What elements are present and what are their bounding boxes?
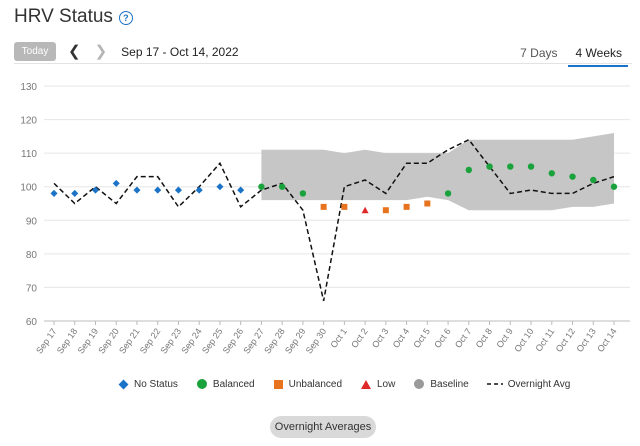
no-status-point bbox=[71, 189, 79, 197]
legend-unbalanced: Unbalanced bbox=[273, 379, 342, 390]
x-tick-label: Sep 20 bbox=[96, 326, 121, 355]
overnight-avg-line bbox=[53, 138, 615, 302]
balanced-point bbox=[507, 163, 514, 170]
legend-label: Overnight Avg bbox=[507, 378, 571, 390]
x-tick-label: Sep 17 bbox=[34, 326, 59, 355]
no-status-point bbox=[174, 186, 182, 194]
square-icon bbox=[273, 379, 283, 389]
legend-label: Baseline bbox=[430, 378, 469, 390]
x-tick-label: Oct 9 bbox=[494, 326, 515, 349]
unbalanced-point bbox=[341, 203, 348, 210]
y-tick-label: 60 bbox=[26, 317, 38, 328]
circle-icon bbox=[414, 379, 425, 389]
x-tick-label: Oct 13 bbox=[574, 326, 597, 353]
balanced-point bbox=[465, 166, 473, 174]
unbalanced-point bbox=[382, 207, 389, 214]
x-tick-label: Sep 21 bbox=[117, 326, 142, 355]
circle-icon bbox=[196, 379, 207, 389]
unbalanced-point bbox=[424, 200, 431, 207]
low-point bbox=[361, 206, 369, 214]
legend-balanced: Balanced bbox=[196, 378, 255, 390]
balanced-point bbox=[444, 190, 452, 197]
chevron-right-icon[interactable]: ❯ bbox=[94, 43, 108, 60]
x-tick-label: Oct 5 bbox=[411, 326, 432, 349]
diamond-icon bbox=[118, 379, 129, 389]
range-tabs: 7 Days 4 Weeks bbox=[494, 46, 628, 67]
legend-label: No Status bbox=[134, 378, 178, 390]
x-tick-label: Sep 26 bbox=[221, 326, 246, 355]
legend-low: Low bbox=[360, 379, 395, 390]
x-tick-label: Oct 8 bbox=[474, 326, 495, 349]
y-tick-label: 70 bbox=[26, 283, 38, 294]
no-status-point bbox=[112, 179, 120, 187]
balanced-point bbox=[486, 163, 493, 170]
x-tick-label: Oct 11 bbox=[533, 326, 556, 353]
x-tick-label: Sep 25 bbox=[200, 326, 225, 355]
legend-label: Low bbox=[377, 378, 396, 390]
balanced-point bbox=[278, 183, 286, 190]
no-status-point bbox=[195, 186, 203, 194]
y-tick-label: 130 bbox=[20, 82, 37, 93]
x-tick-label: Sep 19 bbox=[76, 326, 101, 355]
x-tick-label: Oct 12 bbox=[554, 326, 577, 353]
balanced-point bbox=[590, 176, 597, 184]
title-row: HRV Status ? bbox=[14, 6, 133, 28]
x-tick-label: Oct 14 bbox=[595, 326, 618, 353]
balanced-point bbox=[299, 190, 307, 197]
x-tick-label: Oct 7 bbox=[453, 326, 474, 349]
balanced-point bbox=[258, 183, 265, 190]
balanced-point bbox=[610, 183, 618, 190]
x-tick-label: Oct 1 bbox=[328, 326, 349, 349]
legend-label: Balanced bbox=[212, 378, 255, 390]
x-tick-label: Oct 3 bbox=[370, 326, 391, 349]
balanced-point bbox=[527, 163, 535, 170]
no-status-point bbox=[50, 189, 58, 197]
overnight-averages-button[interactable]: Overnight Averages bbox=[270, 416, 376, 438]
no-status-point bbox=[237, 186, 245, 194]
help-icon[interactable]: ? bbox=[118, 11, 133, 25]
dashed-line-icon bbox=[486, 383, 503, 385]
legend-no-status: No Status bbox=[118, 379, 178, 390]
x-tick-label: Sep 22 bbox=[138, 326, 163, 355]
y-tick-label: 120 bbox=[20, 116, 37, 127]
unbalanced-point bbox=[403, 203, 410, 210]
x-tick-label: Sep 30 bbox=[304, 326, 329, 355]
x-tick-label: Sep 23 bbox=[159, 326, 184, 355]
balanced-point bbox=[548, 170, 555, 177]
x-tick-label: Sep 29 bbox=[283, 326, 308, 355]
y-tick-label: 90 bbox=[26, 216, 38, 227]
no-status-point bbox=[91, 186, 100, 194]
y-tick-label: 100 bbox=[20, 183, 37, 194]
legend-overnight-avg: Overnight Avg bbox=[486, 378, 571, 390]
today-button[interactable]: Today bbox=[14, 42, 56, 61]
legend-baseline: Baseline bbox=[413, 378, 469, 390]
tab-4-weeks[interactable]: 4 Weeks bbox=[567, 46, 628, 67]
no-status-point bbox=[154, 186, 162, 194]
date-navigation: Today ❮ ❯ Sep 17 - Oct 14, 2022 bbox=[14, 42, 239, 61]
legend-label: Unbalanced bbox=[288, 378, 342, 390]
page-title: HRV Status bbox=[14, 6, 113, 27]
y-tick-label: 80 bbox=[26, 250, 38, 261]
chart-legend: No Status Balanced Unbalanced Low Baseli… bbox=[118, 378, 588, 390]
x-tick-label: Sep 18 bbox=[55, 326, 80, 355]
y-tick-label: 110 bbox=[21, 149, 37, 160]
triangle-icon bbox=[361, 379, 371, 389]
no-status-point bbox=[216, 183, 224, 191]
no-status-point bbox=[133, 186, 141, 194]
x-tick-label: Oct 6 bbox=[432, 326, 453, 349]
tab-7-days[interactable]: 7 Days bbox=[520, 46, 558, 60]
x-tick-label: Oct 4 bbox=[391, 326, 412, 349]
chevron-left-icon[interactable]: ❮ bbox=[68, 43, 81, 60]
x-tick-label: Oct 2 bbox=[349, 326, 370, 349]
unbalanced-point bbox=[320, 203, 327, 210]
baseline-band bbox=[261, 133, 614, 211]
x-tick-label: Sep 27 bbox=[241, 326, 266, 355]
divider bbox=[14, 63, 632, 64]
x-tick-label: Sep 24 bbox=[179, 326, 204, 355]
x-tick-label: Oct 10 bbox=[512, 326, 535, 353]
x-tick-label: Sep 28 bbox=[262, 326, 287, 355]
date-range-label: Sep 17 - Oct 14, 2022 bbox=[121, 44, 239, 59]
balanced-point bbox=[569, 173, 576, 180]
